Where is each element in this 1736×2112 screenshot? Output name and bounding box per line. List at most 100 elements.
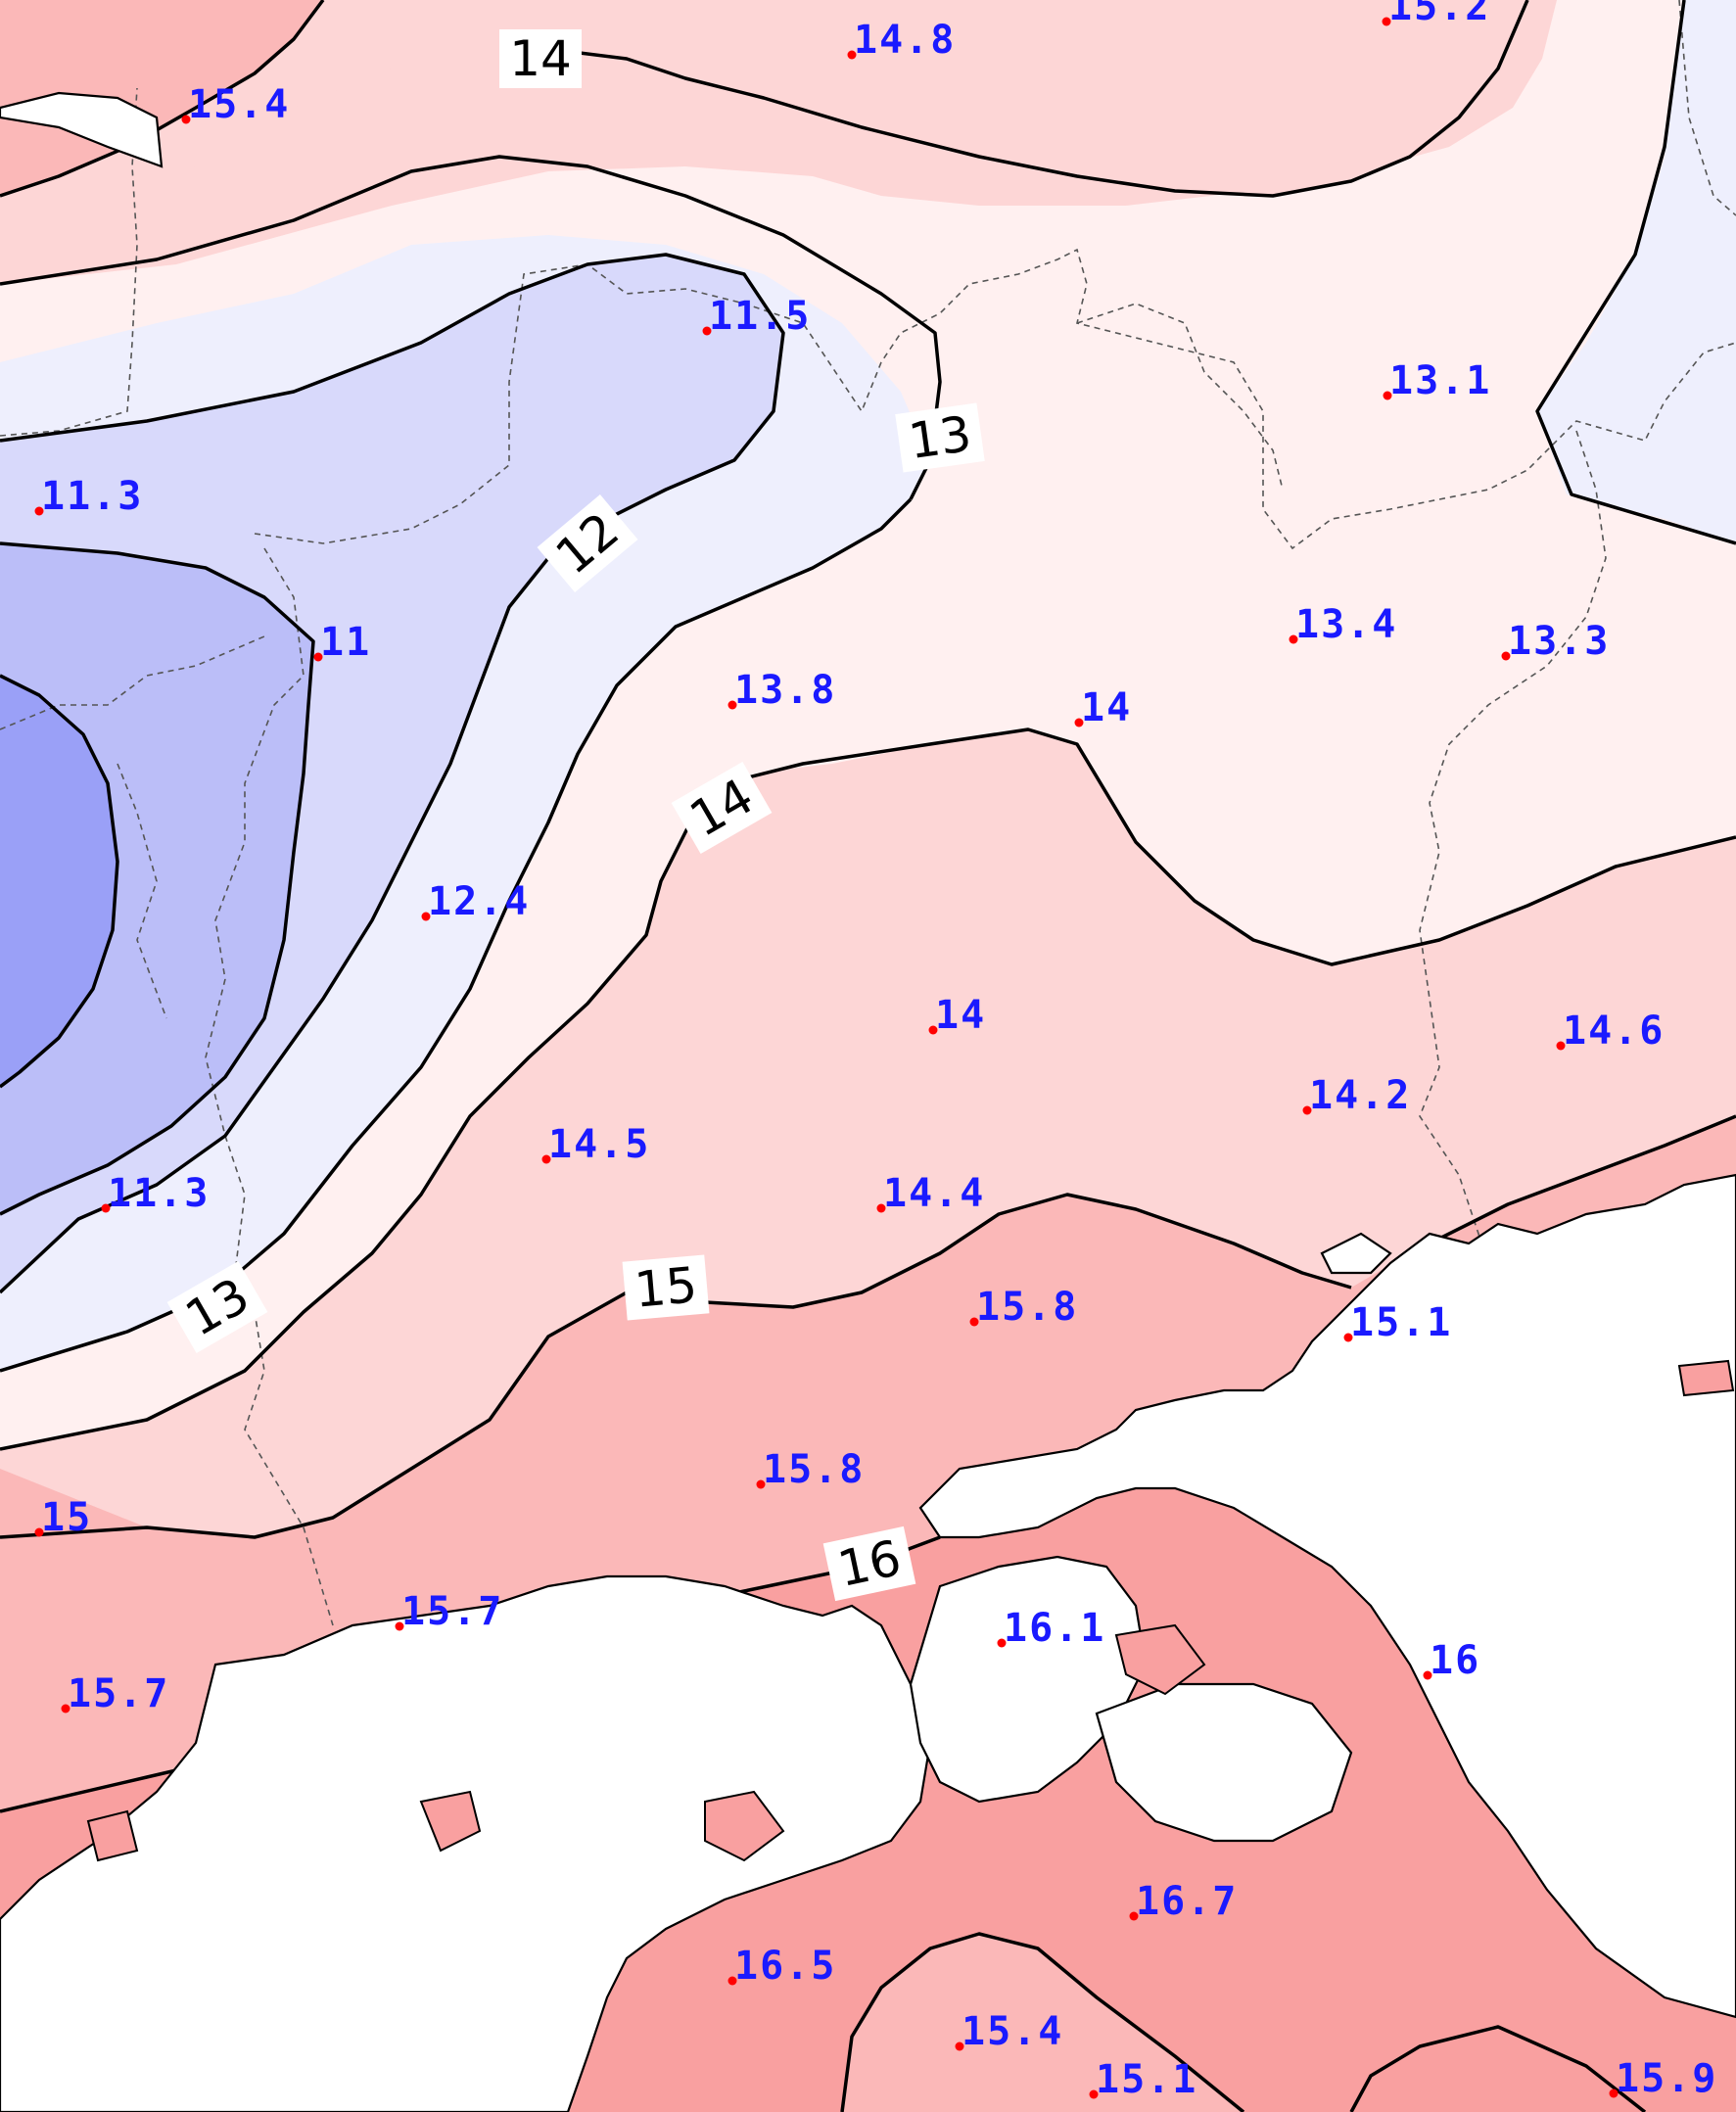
contour-16-south: [1349, 2025, 1647, 2112]
land-gap-e1: [918, 1173, 1736, 2019]
station: 16: [1423, 1638, 1480, 1683]
station-value: 12.4: [428, 879, 530, 924]
station-value: 15.8: [763, 1447, 865, 1492]
station-value: 15.4: [962, 2009, 1063, 2054]
station: 15.2: [1382, 0, 1490, 29]
station-dot: [727, 1976, 737, 1986]
station-dot: [395, 1621, 404, 1631]
coastline-gaps: [0, 91, 1736, 2112]
station-dot: [421, 912, 431, 921]
border: [254, 248, 1736, 550]
station: 13.8: [727, 668, 836, 713]
contour-13-ne: [1535, 0, 1736, 545]
station-value: 11: [320, 620, 371, 665]
station-dot: [181, 115, 191, 124]
station-value: 15.2: [1388, 0, 1490, 29]
station-value: 13.8: [734, 668, 836, 713]
station: 15.1: [1089, 2057, 1197, 2102]
stations: 15.4 14.8 15.2 11.5 13.1 11.3 11 13.4 13…: [34, 0, 1717, 2102]
station-value: 14.6: [1563, 1009, 1665, 1054]
contour-label-box: [499, 29, 582, 88]
contour-label: 14: [499, 29, 582, 88]
station-value: 14.4: [883, 1171, 985, 1216]
contour-label-text: 15: [633, 1256, 699, 1318]
band-below-10: [0, 676, 117, 1087]
station-value: 13.4: [1295, 602, 1397, 647]
station-value: 15.1: [1350, 1300, 1452, 1345]
contour-13-mid: [0, 497, 913, 1373]
islet-red5: [86, 1809, 139, 1862]
station-dot: [969, 1317, 979, 1327]
station-dot: [997, 1638, 1007, 1648]
contour-15-east: [1409, 1114, 1736, 1255]
station-dot: [847, 50, 857, 60]
contour-label-text: 16: [833, 1529, 906, 1598]
contour-label-box: [822, 1525, 916, 1602]
station-dot: [1302, 1105, 1312, 1115]
station: 16.7: [1129, 1879, 1238, 1924]
station-dot: [1501, 651, 1511, 661]
station: 11.3: [101, 1171, 208, 1216]
station-value: 13.1: [1389, 358, 1491, 403]
station: 15.4: [181, 82, 290, 127]
station-value: 15.1: [1096, 2057, 1197, 2102]
station: 13.1: [1383, 358, 1491, 403]
station-dot: [1129, 1911, 1139, 1921]
islet-red: [1677, 1359, 1735, 1397]
station: 11.5: [702, 294, 811, 339]
station-dot: [1556, 1041, 1566, 1051]
station-value: 16.5: [734, 1944, 836, 1989]
land-gap-nw: [0, 91, 164, 168]
station-value: 16: [1430, 1638, 1480, 1683]
station: 14: [928, 993, 984, 1038]
station: 14: [1074, 685, 1132, 730]
station-value: 15.8: [976, 1285, 1078, 1330]
land-gap-islet: [1320, 1232, 1392, 1275]
contour-14-north: [0, 155, 942, 500]
contour-label-box: [622, 1254, 710, 1321]
station-dot: [1343, 1333, 1353, 1342]
contour-15-north: [0, 0, 325, 198]
station-value: 15.7: [68, 1671, 169, 1716]
admin-borders: [0, 0, 1736, 1626]
band-15-16-south: [842, 1934, 1243, 2112]
station-dot: [541, 1154, 551, 1164]
contour-11: [0, 541, 315, 1216]
contour-label-box: [166, 1261, 268, 1353]
station-value: 15.4: [188, 82, 290, 127]
station: 15.8: [969, 1285, 1078, 1330]
border: [117, 763, 167, 1019]
contour-15-south: [840, 1932, 1245, 2112]
station: 11.3: [34, 474, 143, 519]
station: 15.7: [61, 1671, 169, 1716]
islet-red4: [419, 1790, 482, 1853]
station-value: 13.3: [1508, 619, 1610, 664]
station: 16.1: [997, 1606, 1105, 1651]
station: 15: [34, 1495, 90, 1540]
border: [1419, 430, 1607, 1293]
station-dot: [101, 1203, 111, 1213]
land-gap-s1: [0, 1574, 932, 2112]
station-dot: [1289, 634, 1298, 644]
station-value: 11.3: [41, 474, 143, 519]
band-12-13-ne: [1537, 0, 1736, 543]
station-value: 14: [1081, 685, 1132, 730]
station: 15.1: [1343, 1300, 1452, 1345]
contour-label-box: [671, 762, 773, 854]
station: 14.4: [876, 1171, 985, 1216]
station-dot: [313, 652, 323, 662]
station: 14.6: [1556, 1009, 1665, 1054]
station-value: 15.9: [1616, 2056, 1717, 2101]
islet-red3: [704, 1790, 785, 1862]
station: 14.2: [1302, 1073, 1409, 1118]
contour-label: 15: [622, 1254, 710, 1321]
station: 12.4: [421, 879, 530, 924]
station-value: 16.1: [1004, 1606, 1105, 1651]
station-dot: [1074, 718, 1084, 727]
station-value: 16.7: [1136, 1879, 1238, 1924]
contour-label: 13: [895, 402, 985, 473]
station-value: 11.5: [709, 294, 811, 339]
station: 13.3: [1501, 619, 1610, 664]
